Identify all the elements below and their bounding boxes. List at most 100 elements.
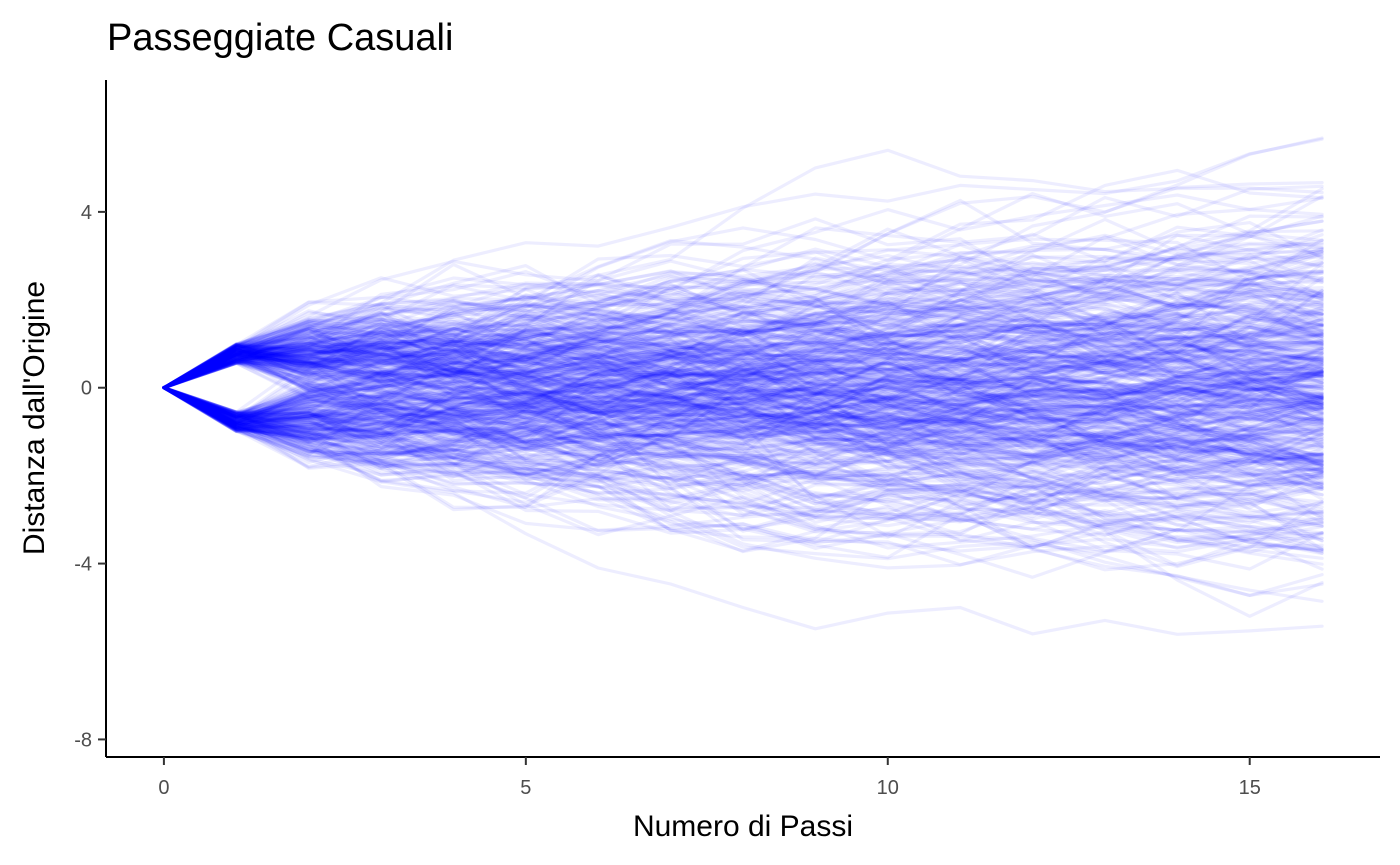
walk-line [162, 268, 1324, 390]
walk-line [162, 312, 1324, 400]
walk-line [162, 295, 1324, 442]
walk-line [162, 362, 1324, 426]
walk-line [162, 386, 1324, 556]
walk-line [162, 386, 1324, 472]
walk-line [162, 363, 1324, 425]
walk-line [162, 265, 1324, 390]
walk-line [162, 253, 1324, 390]
walk-line [162, 288, 1324, 390]
walk-line [162, 219, 1324, 390]
walk-line [162, 361, 1324, 487]
walk-line [162, 360, 1324, 442]
walk-line [162, 168, 1324, 390]
walk-line [162, 350, 1324, 420]
walk-line [162, 347, 1324, 427]
walk-line [162, 379, 1324, 469]
walk-line [162, 310, 1324, 497]
walk-line [162, 347, 1324, 478]
walk-line [162, 291, 1324, 391]
walk-line [162, 386, 1324, 550]
walk-line [162, 359, 1324, 475]
walk-line [162, 233, 1324, 390]
walk-line [162, 263, 1324, 390]
walk-line [162, 386, 1324, 475]
x-tick-label: 0 [158, 777, 169, 799]
walk-line [162, 347, 1324, 425]
walk-line [162, 386, 1324, 449]
walk-line [162, 233, 1324, 390]
walk-line [162, 274, 1324, 390]
walk-line [162, 352, 1324, 449]
walk-line [162, 277, 1324, 390]
walk-line [162, 305, 1324, 390]
walk-line [162, 137, 1324, 390]
walk-line [162, 336, 1324, 423]
walk-line [162, 335, 1324, 424]
walk-line [162, 360, 1324, 436]
walk-line [162, 386, 1324, 452]
walk-line [162, 345, 1324, 544]
walk-line [162, 292, 1324, 404]
walk-line [162, 348, 1324, 430]
walk-line [162, 342, 1324, 479]
walk-line [162, 344, 1324, 491]
walk-line [162, 386, 1324, 484]
walk-line [162, 379, 1324, 436]
walk-line [162, 386, 1324, 460]
walk-line [162, 322, 1324, 441]
walk-line [162, 377, 1324, 447]
walk-line [162, 187, 1324, 392]
walk-line [162, 386, 1324, 571]
walk-line [162, 368, 1324, 431]
walk-line [162, 217, 1324, 390]
walk-line [162, 302, 1324, 431]
walk-line [162, 386, 1324, 450]
walk-line [162, 386, 1324, 521]
walk-line [162, 386, 1324, 476]
walk-line [162, 309, 1324, 406]
walk-line [162, 309, 1324, 390]
walk-line [162, 386, 1324, 453]
walk-line [162, 309, 1324, 393]
walk-line [162, 355, 1324, 447]
walk-line [162, 348, 1324, 422]
walk-line [162, 345, 1324, 463]
walk-line [162, 321, 1324, 455]
walk-line [162, 350, 1324, 399]
walk-line [162, 386, 1324, 533]
x-axis-ticks: 0 5 10 15 [158, 757, 1261, 799]
walk-line [162, 359, 1324, 433]
walk-line [162, 386, 1324, 468]
walk-line [162, 386, 1324, 545]
walk-line [162, 379, 1324, 464]
walk-line [162, 338, 1324, 444]
walk-line [162, 386, 1324, 484]
walk-line [162, 282, 1324, 390]
walk-line [162, 349, 1324, 424]
y-tick-label: -8 [74, 729, 92, 751]
walk-line [162, 322, 1324, 390]
walk-line [162, 386, 1324, 542]
walk-line [162, 337, 1324, 466]
walk-line [162, 329, 1324, 440]
walk-line [162, 340, 1324, 403]
x-axis-title: Numero di Passi [633, 810, 853, 843]
walk-line [162, 341, 1324, 437]
walk-line [162, 242, 1324, 390]
walk-line [162, 345, 1324, 445]
walk-line [162, 348, 1324, 497]
walk-line [162, 382, 1324, 501]
walk-line [162, 282, 1324, 390]
walk-line [162, 386, 1324, 535]
walk-line [162, 350, 1324, 397]
walk-line [162, 386, 1324, 508]
walk-line [162, 371, 1324, 479]
walk-line [162, 221, 1324, 390]
walk-line [162, 219, 1324, 390]
walk-line [162, 379, 1324, 458]
walk-line [162, 328, 1324, 412]
y-tick-label: 0 [81, 378, 92, 400]
walk-line [162, 371, 1324, 461]
walk-line [162, 309, 1324, 425]
walk-line [162, 386, 1324, 477]
